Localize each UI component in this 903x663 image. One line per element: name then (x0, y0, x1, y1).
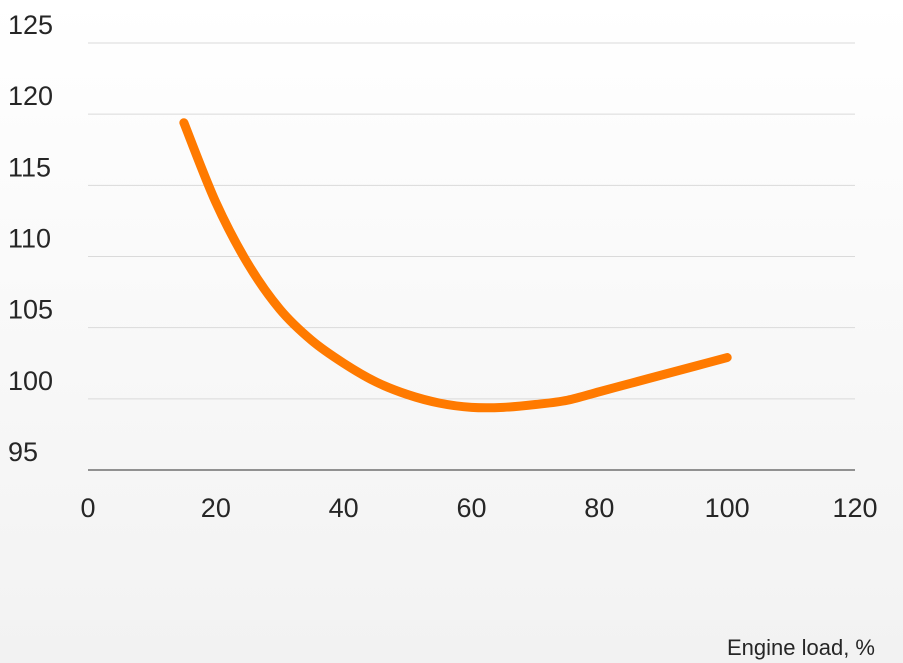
x-tick-label-60: 60 (456, 493, 486, 523)
x-tick-label-120: 120 (832, 493, 877, 523)
gridlines (88, 42, 855, 400)
y-tick-label-125: 125 (8, 10, 53, 40)
x-tick-label-0: 0 (80, 493, 95, 523)
x-tick-label-20: 20 (201, 493, 231, 523)
y-tick-label-100: 100 (8, 366, 53, 396)
series-group (179, 118, 732, 413)
x-tick-label-40: 40 (329, 493, 359, 523)
y-tick-label-110: 110 (8, 224, 51, 254)
y-tick-label-120: 120 (8, 81, 53, 111)
y-tick-label-105: 105 (8, 295, 53, 325)
series-line-0 (179, 118, 732, 413)
x-tick-labels: 0 20 40 60 80 100 120 (80, 493, 877, 523)
y-tick-labels: 95 100 105 110 115 120 125 (8, 10, 53, 467)
x-tick-label-80: 80 (584, 493, 614, 523)
y-tick-label-115: 115 (8, 152, 51, 182)
x-axis-title: Engine load, % (727, 635, 875, 660)
y-tick-label-95: 95 (8, 437, 38, 467)
x-tick-label-100: 100 (705, 493, 750, 523)
